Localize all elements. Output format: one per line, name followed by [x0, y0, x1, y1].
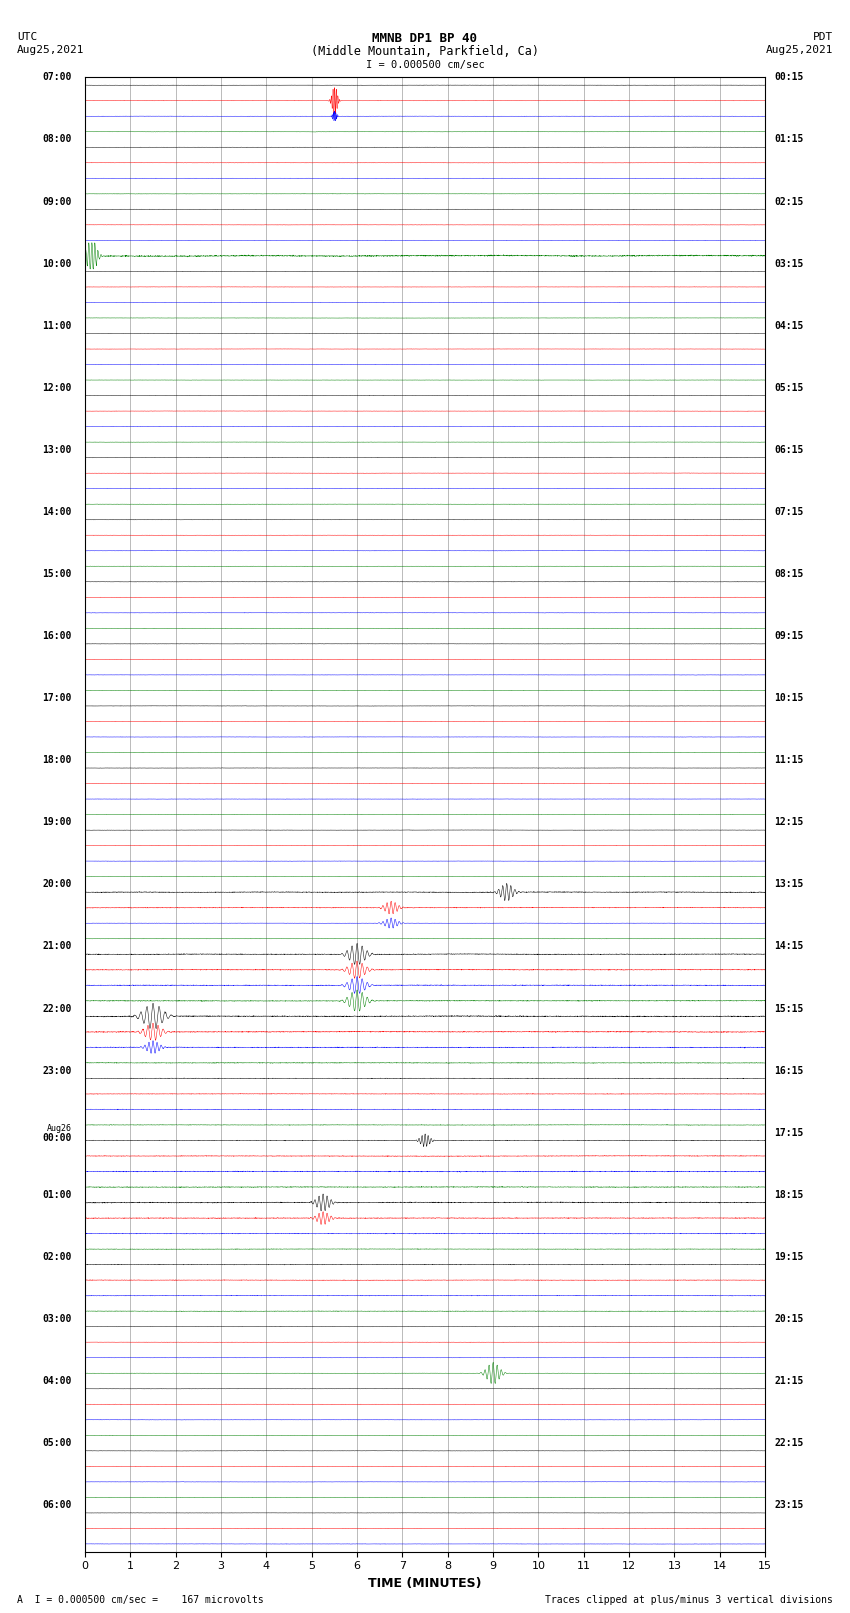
Text: 10:00: 10:00 [42, 258, 71, 269]
Text: 16:15: 16:15 [774, 1066, 803, 1076]
Text: 00:00: 00:00 [42, 1132, 71, 1142]
Text: 20:00: 20:00 [42, 879, 71, 889]
Text: 12:15: 12:15 [774, 818, 803, 827]
Text: 01:00: 01:00 [42, 1190, 71, 1200]
Text: 04:15: 04:15 [774, 321, 803, 331]
Text: 11:00: 11:00 [42, 321, 71, 331]
Text: 03:15: 03:15 [774, 258, 803, 269]
Text: 22:15: 22:15 [774, 1439, 803, 1448]
Text: 16:00: 16:00 [42, 631, 71, 640]
Text: 01:15: 01:15 [774, 134, 803, 145]
Text: 21:15: 21:15 [774, 1376, 803, 1386]
Text: 08:15: 08:15 [774, 569, 803, 579]
Text: 18:15: 18:15 [774, 1190, 803, 1200]
Text: 19:15: 19:15 [774, 1252, 803, 1261]
Text: 17:15: 17:15 [774, 1127, 803, 1137]
Text: 22:00: 22:00 [42, 1003, 71, 1013]
Text: 05:15: 05:15 [774, 382, 803, 394]
Text: I = 0.000500 cm/sec: I = 0.000500 cm/sec [366, 60, 484, 69]
Text: 19:00: 19:00 [42, 818, 71, 827]
Text: 23:00: 23:00 [42, 1066, 71, 1076]
Text: 15:15: 15:15 [774, 1003, 803, 1013]
Text: 14:00: 14:00 [42, 506, 71, 516]
Text: 11:15: 11:15 [774, 755, 803, 765]
Text: 13:15: 13:15 [774, 879, 803, 889]
Text: 15:00: 15:00 [42, 569, 71, 579]
Text: 06:15: 06:15 [774, 445, 803, 455]
Text: 14:15: 14:15 [774, 942, 803, 952]
Text: Aug25,2021: Aug25,2021 [766, 45, 833, 55]
Text: (Middle Mountain, Parkfield, Ca): (Middle Mountain, Parkfield, Ca) [311, 45, 539, 58]
Text: 10:15: 10:15 [774, 694, 803, 703]
Text: 03:00: 03:00 [42, 1315, 71, 1324]
Text: 12:00: 12:00 [42, 382, 71, 394]
Text: Aug26: Aug26 [47, 1124, 71, 1132]
X-axis label: TIME (MINUTES): TIME (MINUTES) [368, 1578, 482, 1590]
Text: Aug25,2021: Aug25,2021 [17, 45, 84, 55]
Text: Traces clipped at plus/minus 3 vertical divisions: Traces clipped at plus/minus 3 vertical … [545, 1595, 833, 1605]
Text: MMNB DP1 BP 40: MMNB DP1 BP 40 [372, 32, 478, 45]
Text: 23:15: 23:15 [774, 1500, 803, 1510]
Text: 20:15: 20:15 [774, 1315, 803, 1324]
Text: 13:00: 13:00 [42, 445, 71, 455]
Text: PDT: PDT [813, 32, 833, 42]
Text: 17:00: 17:00 [42, 694, 71, 703]
Text: 04:00: 04:00 [42, 1376, 71, 1386]
Text: 07:00: 07:00 [42, 73, 71, 82]
Text: 00:15: 00:15 [774, 73, 803, 82]
Text: 02:00: 02:00 [42, 1252, 71, 1261]
Text: 02:15: 02:15 [774, 197, 803, 206]
Text: UTC: UTC [17, 32, 37, 42]
Text: A  I = 0.000500 cm/sec =    167 microvolts: A I = 0.000500 cm/sec = 167 microvolts [17, 1595, 264, 1605]
Text: 09:15: 09:15 [774, 631, 803, 640]
Text: 07:15: 07:15 [774, 506, 803, 516]
Text: 05:00: 05:00 [42, 1439, 71, 1448]
Text: 08:00: 08:00 [42, 134, 71, 145]
Text: 06:00: 06:00 [42, 1500, 71, 1510]
Text: 18:00: 18:00 [42, 755, 71, 765]
Text: 21:00: 21:00 [42, 942, 71, 952]
Text: 09:00: 09:00 [42, 197, 71, 206]
